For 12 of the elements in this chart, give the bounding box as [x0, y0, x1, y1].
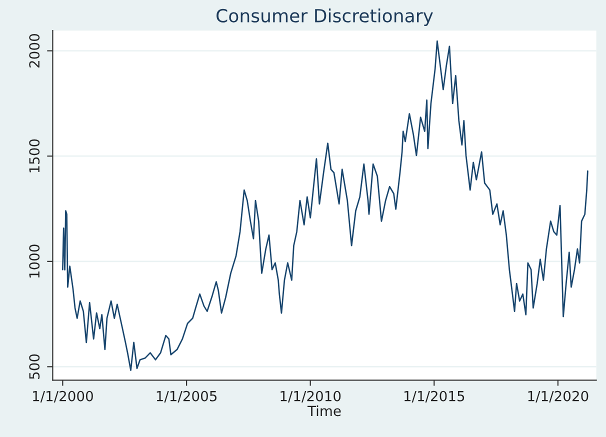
x-axis-title: Time	[307, 405, 341, 416]
y-tick-label: 1500	[29, 139, 40, 172]
chart-title: Consumer Discretionary	[216, 8, 433, 26]
y-tick-label: 1000	[29, 244, 40, 278]
x-tick-label: 1/1/2015	[404, 390, 464, 402]
x-tick-label: 1/1/2000	[33, 390, 93, 402]
y-tick-label: 500	[29, 354, 40, 379]
x-tick-label: 1/1/2020	[528, 390, 588, 402]
x-tick-label: 1/1/2005	[156, 390, 217, 402]
y-tick-label: 2000	[29, 34, 40, 68]
line-series	[62, 40, 588, 371]
x-tick-label: 1/1/2010	[280, 390, 341, 402]
